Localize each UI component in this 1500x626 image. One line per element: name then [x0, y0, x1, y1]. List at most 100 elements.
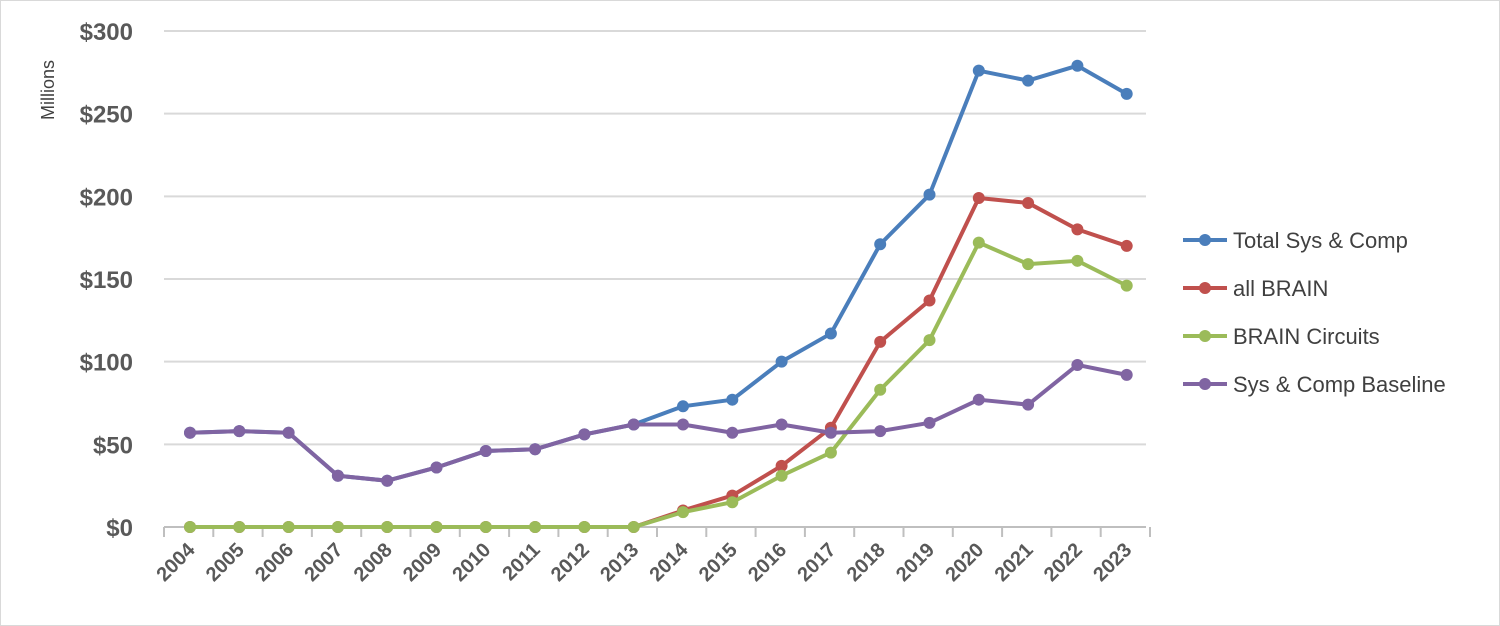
x-tick-label: 2019 [892, 539, 939, 586]
data-point [1022, 196, 1035, 209]
data-point [331, 469, 344, 482]
x-tick-label: 2006 [251, 539, 298, 586]
y-axis-ticks: $0 $50 $100 $150 $200 $250 $300 [80, 19, 133, 542]
data-point [874, 335, 887, 348]
data-point [1120, 239, 1133, 252]
x-tick-label: 2015 [695, 539, 742, 586]
y-tick-label: $100 [80, 350, 133, 377]
data-point [184, 521, 196, 533]
x-tick-label: 2008 [350, 539, 397, 586]
series-line [190, 240, 1128, 529]
data-point [233, 425, 246, 438]
y-tick-label: $0 [106, 515, 133, 542]
data-point [923, 416, 936, 429]
legend-label: all BRAIN [1233, 276, 1328, 301]
x-tick-label: 2016 [744, 539, 791, 586]
x-tick-label: 2013 [596, 539, 643, 586]
data-point [874, 383, 887, 396]
data-point [1120, 279, 1133, 292]
data-point [874, 425, 887, 438]
data-point [578, 521, 591, 533]
data-point [775, 469, 788, 482]
data-point [282, 521, 295, 533]
data-point [775, 418, 788, 431]
data-point [923, 188, 936, 201]
data-point [479, 521, 492, 533]
x-tick-label: 2010 [448, 539, 495, 586]
y-tick-label: $250 [80, 102, 133, 129]
data-point [923, 294, 936, 307]
x-tick-label: 2012 [547, 539, 594, 586]
data-point [775, 459, 788, 472]
data-point [1071, 254, 1084, 267]
y-axis-label: Millions [38, 60, 58, 120]
data-point [677, 400, 689, 413]
data-point [677, 418, 689, 431]
x-tick-label: 2014 [646, 538, 694, 586]
x-tick-label: 2017 [793, 539, 840, 586]
data-point [677, 506, 689, 519]
data-point [923, 334, 936, 347]
data-point [331, 521, 344, 533]
y-tick-label: $150 [80, 267, 133, 294]
data-point [726, 496, 739, 509]
x-tick-label: 2007 [300, 539, 347, 586]
data-point [824, 327, 837, 340]
data-point [1120, 87, 1133, 100]
y-tick-label: $300 [80, 19, 133, 46]
legend-swatch-marker [1199, 282, 1211, 294]
data-point [874, 238, 887, 251]
data-point [1071, 59, 1084, 72]
legend-item: Total Sys & Comp [1183, 228, 1408, 253]
data-point [233, 521, 246, 533]
y-tick-label: $50 [93, 432, 133, 459]
data-point [726, 426, 739, 439]
series-line [189, 63, 1128, 483]
data-point [1071, 223, 1084, 236]
data-point [430, 521, 443, 533]
data-point [1120, 368, 1133, 381]
x-tick-label: 2021 [991, 539, 1038, 586]
data-point [775, 355, 788, 368]
data-point [529, 521, 542, 533]
x-axis: 2004 2005 2006 2007 2008 2009 2010 2011 2012 2013… [153, 526, 1151, 586]
series-brain-circuits [184, 236, 1133, 533]
data-point [184, 426, 196, 439]
data-point [529, 443, 542, 456]
legend-item: all BRAIN [1183, 276, 1328, 301]
legend-item: Sys & Comp Baseline [1183, 372, 1446, 397]
data-point [824, 426, 837, 439]
data-point [1022, 258, 1035, 271]
data-point [381, 474, 394, 487]
x-tick-label: 2005 [202, 539, 249, 586]
data-point [282, 426, 295, 439]
legend: Total Sys & Comp all BRAIN BRAIN Circuits S… [1183, 228, 1446, 397]
data-point [381, 521, 394, 533]
series-line [189, 362, 1128, 483]
data-point [479, 444, 492, 457]
data-point [972, 236, 985, 249]
data-point [972, 191, 985, 204]
x-tick-label: 2023 [1089, 539, 1136, 586]
data-point [972, 64, 985, 77]
x-tick-label: 2009 [399, 539, 446, 586]
data-point [972, 393, 985, 406]
series-sys-comp-baseline [184, 358, 1133, 487]
legend-swatch-marker [1199, 378, 1211, 390]
legend-swatch-marker [1199, 330, 1211, 342]
data-point [1071, 358, 1084, 371]
x-tick-label: 2018 [843, 539, 890, 586]
legend-label: Total Sys & Comp [1233, 228, 1408, 253]
data-point [430, 461, 443, 474]
x-tick-label: 2004 [153, 538, 201, 586]
x-tick-label: 2022 [1040, 539, 1087, 586]
data-point [726, 393, 739, 406]
legend-label: BRAIN Circuits [1233, 324, 1380, 349]
data-point [578, 428, 591, 441]
y-tick-label: $200 [80, 184, 133, 211]
legend-label: Sys & Comp Baseline [1233, 372, 1446, 397]
legend-item: BRAIN Circuits [1183, 324, 1380, 349]
data-point [627, 418, 640, 431]
